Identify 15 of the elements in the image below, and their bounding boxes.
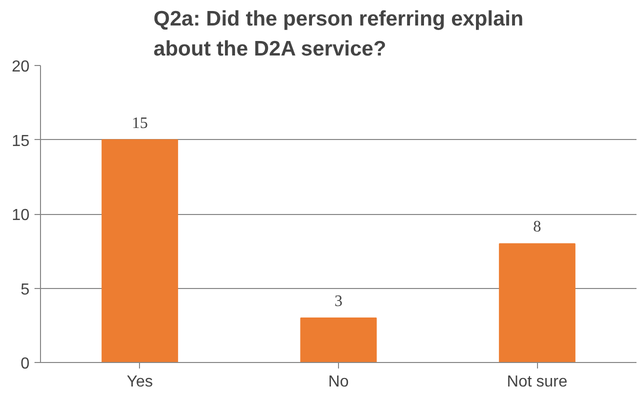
data-label: 15: [132, 114, 148, 132]
y-tick-label: 15: [12, 132, 30, 150]
bar: [300, 317, 377, 362]
y-tick-label: 20: [12, 58, 30, 76]
chart-title: Q2a: Did the person referring explain about the D2A service?: [154, 8, 524, 60]
bar: [498, 243, 576, 362]
y-tick-label: 5: [20, 281, 30, 298]
data-label: 3: [334, 292, 342, 310]
x-tick-label: No: [328, 374, 349, 390]
x-tick-label: Not sure: [506, 374, 568, 390]
bar: [102, 139, 178, 362]
data-label: 8: [533, 218, 542, 236]
y-tick-label: 10: [12, 207, 30, 224]
x-tick-label: Yes: [126, 374, 153, 390]
y-tick-label: 0: [20, 356, 30, 372]
